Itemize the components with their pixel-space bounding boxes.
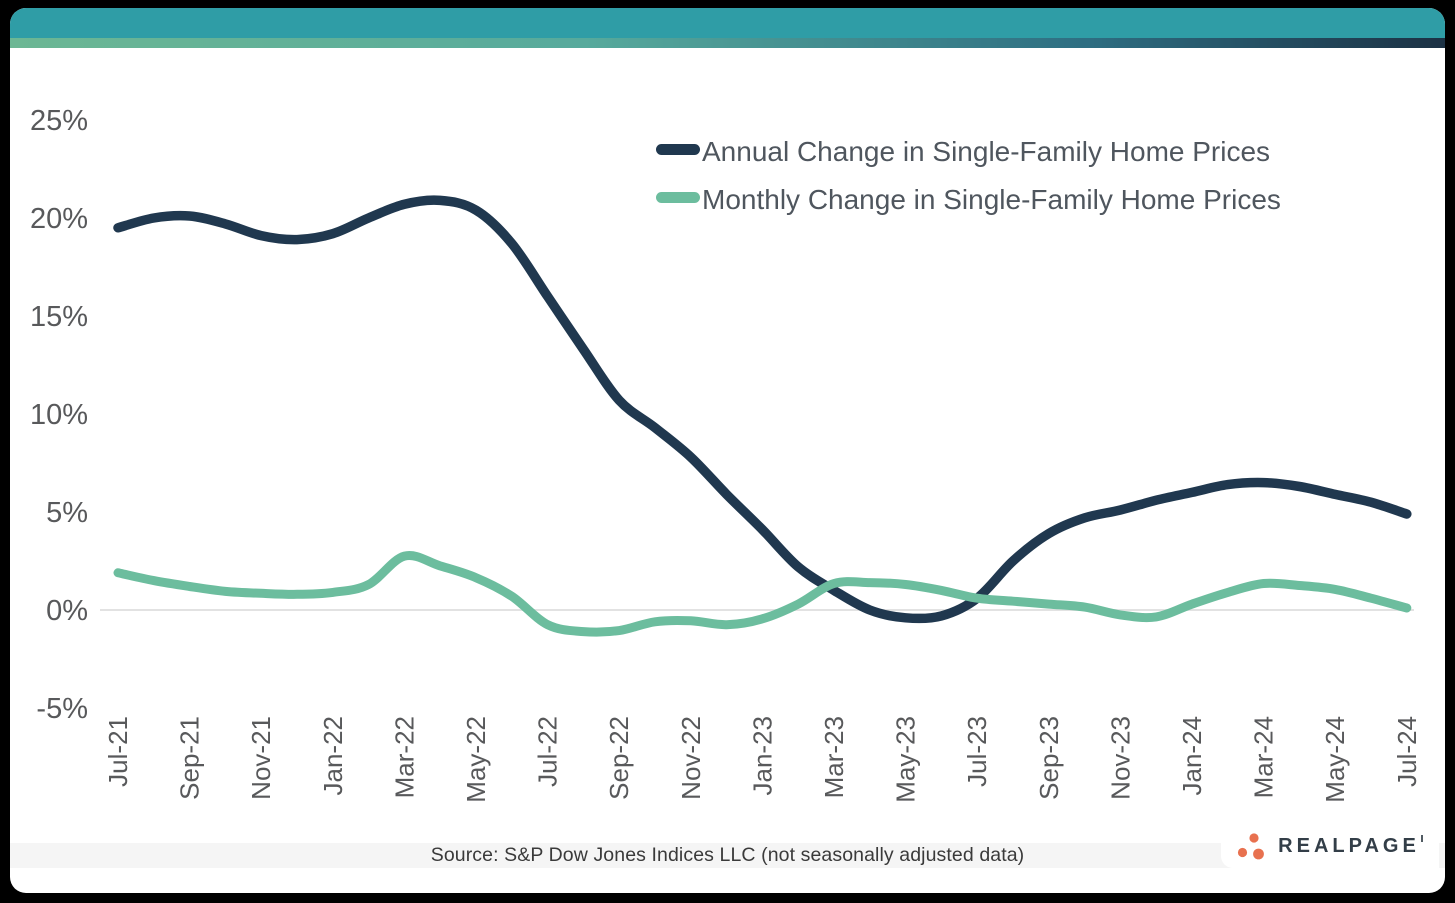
monthly-series-swatch-icon: [656, 192, 700, 203]
realpage-dots-icon: [1238, 833, 1265, 860]
y-tick-label: 15%: [30, 301, 88, 333]
annual-series-swatch-icon: [656, 144, 700, 155]
x-tick-label: Jan-23: [747, 716, 777, 796]
x-tick-label: Jul-21: [103, 716, 133, 787]
x-tick-label: Sep-23: [1034, 716, 1064, 800]
legend: Annual Change in Single-Family Home Pric…: [656, 136, 1281, 215]
x-axis-labels: Jul-21 Sep-21 Nov-21 Jan-22 Mar-22 May-22 Jul-…: [103, 716, 1422, 803]
trademark-icon: [1420, 834, 1423, 842]
price-change-chart: 25% 20% 15% 10% 5% 0% -5% Jul-21 Sep-21 Nov-21 Ja…: [30, 105, 1422, 803]
y-tick-label: 5%: [46, 497, 88, 529]
y-tick-label: 10%: [30, 399, 88, 431]
x-tick-label: Mar-22: [389, 716, 419, 798]
legend-label-monthly: Monthly Change in Single-Family Home Pri…: [702, 184, 1281, 215]
header-bar: [10, 8, 1445, 38]
x-tick-label: Jul-23: [962, 716, 992, 787]
realpage-logo-text: REALPAGE: [1278, 834, 1423, 858]
y-tick-label: 0%: [46, 595, 88, 627]
x-tick-label: May-23: [891, 716, 921, 803]
x-tick-label: Nov-21: [246, 716, 276, 800]
x-tick-label: Jan-24: [1177, 716, 1207, 796]
x-tick-label: Jul-24: [1392, 716, 1422, 787]
legend-label-annual: Annual Change in Single-Family Home Pric…: [702, 136, 1270, 167]
source-text: Source: S&P Dow Jones Indices LLC (not s…: [430, 844, 1025, 866]
annual-line: [113, 195, 1412, 624]
footer-strip: Source: S&P Dow Jones Indices LLC (not s…: [10, 843, 1445, 868]
y-tick-label: 25%: [30, 105, 88, 137]
x-tick-label: Jan-22: [318, 716, 348, 796]
x-tick-label: May-22: [461, 716, 491, 803]
y-tick-label: -5%: [36, 693, 88, 725]
x-tick-label: Mar-23: [819, 716, 849, 798]
x-tick-label: May-24: [1320, 716, 1350, 803]
realpage-logo: REALPAGE: [1221, 824, 1439, 868]
x-tick-label: Nov-23: [1105, 716, 1135, 800]
monthly-line: [113, 550, 1412, 637]
x-tick-label: Sep-22: [604, 716, 634, 800]
x-tick-label: Jul-22: [533, 716, 563, 787]
x-tick-label: Sep-21: [175, 716, 205, 800]
y-tick-label: 20%: [30, 203, 88, 235]
chart-area: 25% 20% 15% 10% 5% 0% -5% Jul-21 Sep-21 Nov-21 Ja…: [10, 48, 1445, 868]
y-axis-labels: 25% 20% 15% 10% 5% 0% -5%: [30, 105, 88, 725]
chart-card: 25% 20% 15% 10% 5% 0% -5% Jul-21 Sep-21 Nov-21 Ja…: [10, 8, 1445, 893]
x-tick-label: Nov-22: [676, 716, 706, 800]
header-gradient-strip: [10, 38, 1445, 48]
series-lines: [113, 195, 1412, 637]
x-tick-label: Mar-24: [1249, 716, 1279, 798]
